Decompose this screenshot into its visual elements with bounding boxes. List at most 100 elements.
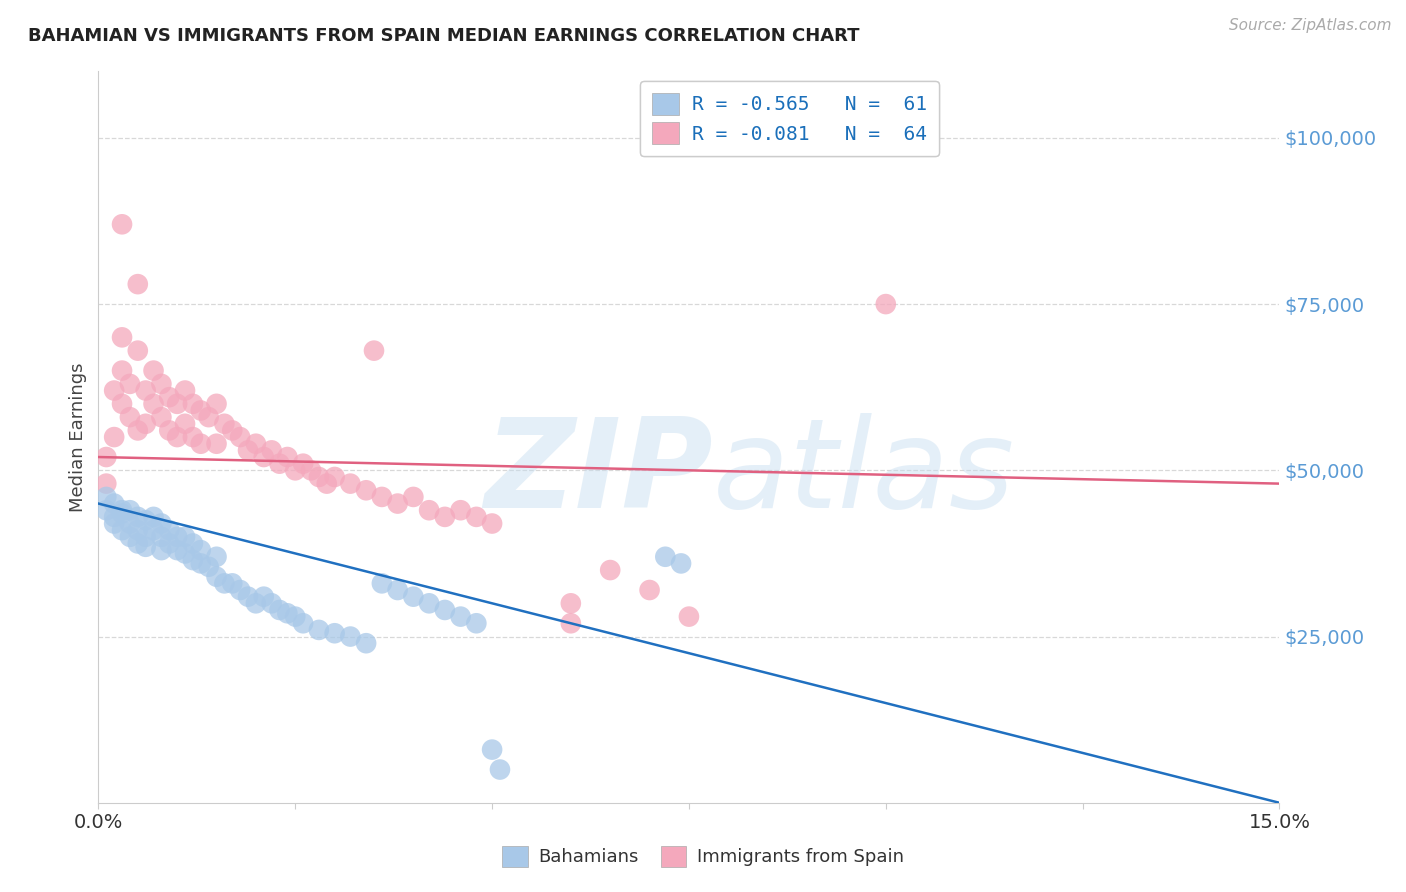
Point xyxy=(221,576,243,591)
Point xyxy=(269,457,291,471)
Point xyxy=(190,557,212,571)
Point xyxy=(229,430,252,444)
Point xyxy=(433,603,456,617)
Point xyxy=(111,363,134,377)
Point xyxy=(127,509,149,524)
Point xyxy=(111,330,134,344)
Point xyxy=(103,430,125,444)
Point xyxy=(135,530,157,544)
Point xyxy=(292,457,315,471)
Point xyxy=(142,523,165,537)
Point xyxy=(166,543,188,558)
Point xyxy=(269,603,291,617)
Point xyxy=(638,582,661,597)
Legend: R = -0.565   N =  61, R = -0.081   N =  64: R = -0.565 N = 61, R = -0.081 N = 64 xyxy=(640,81,939,156)
Point xyxy=(315,476,337,491)
Point xyxy=(387,582,409,597)
Point xyxy=(308,470,330,484)
Point xyxy=(157,424,180,438)
Point xyxy=(363,343,385,358)
Point xyxy=(284,609,307,624)
Point xyxy=(118,503,141,517)
Point xyxy=(174,384,197,398)
Point xyxy=(174,546,197,560)
Point xyxy=(276,450,298,464)
Point xyxy=(450,609,472,624)
Point xyxy=(118,530,141,544)
Point xyxy=(236,443,259,458)
Point xyxy=(260,443,283,458)
Point xyxy=(96,476,118,491)
Point xyxy=(560,596,582,610)
Point xyxy=(174,530,197,544)
Point xyxy=(205,549,228,564)
Point xyxy=(111,217,134,231)
Point xyxy=(481,742,503,756)
Point xyxy=(299,463,322,477)
Point xyxy=(157,523,180,537)
Point xyxy=(142,397,165,411)
Point xyxy=(387,497,409,511)
Point xyxy=(150,410,173,425)
Point xyxy=(669,557,692,571)
Text: BAHAMIAN VS IMMIGRANTS FROM SPAIN MEDIAN EARNINGS CORRELATION CHART: BAHAMIAN VS IMMIGRANTS FROM SPAIN MEDIAN… xyxy=(28,27,859,45)
Point xyxy=(157,536,180,550)
Point xyxy=(118,376,141,391)
Point xyxy=(276,607,298,621)
Point xyxy=(135,384,157,398)
Point xyxy=(150,543,173,558)
Point xyxy=(127,536,149,550)
Point xyxy=(323,626,346,640)
Y-axis label: Median Earnings: Median Earnings xyxy=(69,362,87,512)
Point xyxy=(221,424,243,438)
Point xyxy=(181,553,204,567)
Point xyxy=(174,417,197,431)
Point xyxy=(205,570,228,584)
Point xyxy=(214,417,236,431)
Point xyxy=(339,630,361,644)
Point xyxy=(142,509,165,524)
Point xyxy=(339,476,361,491)
Point xyxy=(118,516,141,531)
Point xyxy=(292,616,315,631)
Point xyxy=(181,430,204,444)
Point xyxy=(402,590,425,604)
Point xyxy=(181,536,204,550)
Point xyxy=(371,490,394,504)
Point xyxy=(253,450,276,464)
Point xyxy=(157,390,180,404)
Point xyxy=(205,436,228,450)
Point xyxy=(433,509,456,524)
Point xyxy=(150,516,173,531)
Point xyxy=(599,563,621,577)
Point xyxy=(96,490,118,504)
Point xyxy=(135,417,157,431)
Point xyxy=(127,343,149,358)
Point xyxy=(190,543,212,558)
Point xyxy=(323,470,346,484)
Point xyxy=(135,513,157,527)
Point xyxy=(229,582,252,597)
Point xyxy=(127,277,149,292)
Point xyxy=(214,576,236,591)
Point xyxy=(103,384,125,398)
Point xyxy=(142,363,165,377)
Point xyxy=(127,424,149,438)
Point xyxy=(103,509,125,524)
Point xyxy=(654,549,676,564)
Point xyxy=(103,497,125,511)
Point xyxy=(197,410,219,425)
Point xyxy=(111,523,134,537)
Point xyxy=(118,410,141,425)
Point xyxy=(489,763,512,777)
Point xyxy=(245,596,267,610)
Point xyxy=(875,297,897,311)
Point xyxy=(205,397,228,411)
Point xyxy=(190,403,212,417)
Point xyxy=(111,397,134,411)
Point xyxy=(253,590,276,604)
Point xyxy=(354,636,377,650)
Point xyxy=(103,516,125,531)
Point xyxy=(111,507,134,521)
Point xyxy=(560,616,582,631)
